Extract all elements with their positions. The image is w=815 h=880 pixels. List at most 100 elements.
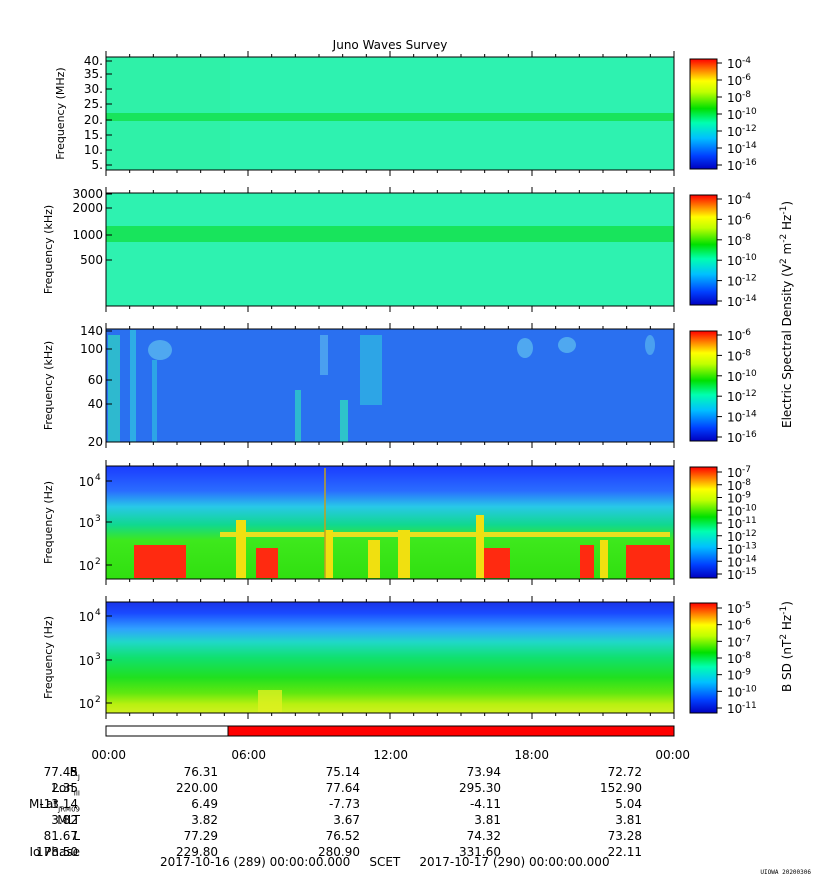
ytick-exp: 3 <box>95 652 101 662</box>
cbar-tick-label: 10 <box>727 652 742 666</box>
cbar-tick-exp: -6 <box>742 73 751 83</box>
cbar-tick-exp: -8 <box>742 348 751 358</box>
ephemeris-row: Io Phase 178.50 229.80 280.90 331.60 22.11 <box>0 845 815 861</box>
panel-3-blob-4 <box>645 335 655 355</box>
ephemeris-label: L <box>73 829 80 843</box>
ephemeris-value: 2.35 <box>51 781 78 795</box>
ephemeris-value: 73.94 <box>466 765 501 779</box>
ylabel-panel-5: Frequency (Hz) <box>42 616 55 699</box>
panel-3-burst-2 <box>130 330 136 442</box>
ephemeris-row: MLatJRM09 -13.14 6.49 -7.73 -4.11 5.04 <box>0 797 815 813</box>
ephemeris-value: 22.11 <box>607 845 642 859</box>
cbar-tick-exp: -13 <box>742 542 757 552</box>
panel-5 <box>105 601 675 714</box>
cbar-tick-label: 10 <box>727 159 742 173</box>
ytick-exp: 2 <box>95 695 101 705</box>
panel-3-blob-1 <box>148 340 172 360</box>
ytick-label: 10 <box>79 654 94 668</box>
ephemeris-label: RJ <box>69 765 80 782</box>
waves-survey-chart: Juno Waves Survey <box>42 38 794 737</box>
ephemeris-label-sub: III <box>73 789 80 798</box>
ephemeris-value: 3.82 <box>191 813 218 827</box>
ytick-label: 1000 <box>72 228 103 242</box>
cbar-tick-label: 10 <box>727 74 742 88</box>
ephemeris-value: 77.64 <box>325 781 360 795</box>
colorbar-label-magnetic: B SD (nT2 Hz-1) <box>779 601 794 692</box>
ylabel-panel-1: Frequency (MHz) <box>54 67 67 159</box>
cbar-tick-label: 10 <box>727 635 742 649</box>
status-bar-red <box>227 725 675 737</box>
ephemeris-value: 74.32 <box>466 829 501 843</box>
cbar-tick-label: 10 <box>727 193 742 207</box>
cbar-tick-label: 10 <box>727 234 742 248</box>
ephemeris-value: 76.52 <box>325 829 360 843</box>
ephemeris-value: 5.04 <box>615 797 642 811</box>
panel-3-burst-4 <box>295 390 301 442</box>
ephemeris-label: Io Phase <box>29 845 80 859</box>
cbar-tick-exp: -6 <box>742 618 751 628</box>
cbar-tick-exp: -4 <box>742 192 751 202</box>
ytick-label: 20. <box>84 113 103 127</box>
ephemeris-value: 3.81 <box>615 813 642 827</box>
panel-3-burst-6 <box>340 400 348 442</box>
cbar-tick-exp: -9 <box>742 491 751 501</box>
ephemeris-value: 73.28 <box>607 829 642 843</box>
cbar-tick-exp: -10 <box>742 253 757 263</box>
panel-4 <box>105 465 675 580</box>
ephemeris-value: 295.30 <box>459 781 501 795</box>
cbar-tick-label: 10 <box>727 568 742 582</box>
footer-end: 2017-10-17 (290) 00:00:00.000 <box>419 855 610 869</box>
cbar-tick-exp: -10 <box>742 684 757 694</box>
ephemeris-value: 3.82 <box>51 813 78 827</box>
cbar-tick-label: 10 <box>727 370 742 384</box>
ytick-label: 2000 <box>72 201 103 215</box>
cbar-tick-label: 10 <box>727 57 742 71</box>
version-stamp: UIOWA 20200306 <box>760 869 811 876</box>
ephemeris-label: LonIII <box>52 781 80 798</box>
colorbar-label-electric: Electric Spectral Density (V2 m-2 Hz-1) <box>779 201 794 428</box>
xtick-label: 18:00 <box>514 748 549 762</box>
ephemeris-label-sub: J <box>77 773 80 782</box>
ephemeris-value: 220.00 <box>176 781 218 795</box>
ephemeris-value: 331.60 <box>459 845 501 859</box>
cbar-tick-label: 10 <box>727 517 742 531</box>
ytick-exp: 4 <box>95 473 101 483</box>
cbar-tick-exp: -14 <box>742 141 757 151</box>
xtick-label: 00:00 <box>91 748 126 762</box>
ephemeris-value: 6.49 <box>191 797 218 811</box>
ytick-label: 35. <box>84 67 103 81</box>
ephemeris-value: 3.67 <box>333 813 360 827</box>
ephemeris-value: 77.29 <box>183 829 218 843</box>
ephemeris-value: -4.11 <box>469 797 501 811</box>
cbar-tick-label: 10 <box>727 492 742 506</box>
cbar-tick-label: 10 <box>727 275 742 289</box>
colorbar-1 <box>689 58 718 170</box>
cbar-tick-exp: -8 <box>742 651 751 661</box>
cbar-tick-exp: -5 <box>742 601 751 611</box>
cbar-tick-exp: -7 <box>742 465 751 475</box>
cbar-tick-exp: -10 <box>742 369 757 379</box>
panel-1-emission-band <box>106 113 674 121</box>
cbar-tick-label: 10 <box>727 685 742 699</box>
panel-4-hot-bursts <box>134 545 670 578</box>
colorbar-2 <box>689 194 718 306</box>
panel-2-emission-band <box>106 226 674 242</box>
cbar-tick-label: 10 <box>727 142 742 156</box>
cbar-tick-exp: -10 <box>742 107 757 117</box>
panel-2-spectrogram <box>106 193 674 306</box>
panel-4-warm-bursts <box>236 515 608 578</box>
cbar-tick-label: 10 <box>727 390 742 404</box>
cbar-tick-exp: -16 <box>742 430 757 440</box>
ytick-exp: 3 <box>95 514 101 524</box>
ephemeris-table: 00:00 06:00 12:00 18:00 00:00 RJ 77.45 76.… <box>0 745 815 859</box>
cbar-tick-label: 10 <box>727 543 742 557</box>
panel-4-emission-line <box>220 532 670 537</box>
ephemeris-row: MLT 3.82 3.82 3.67 3.81 3.81 <box>0 813 815 829</box>
ephemeris-value: 72.72 <box>607 765 642 779</box>
cbar-tick-exp: -8 <box>742 90 751 100</box>
footer-times: 2017-10-16 (289) 00:00:00.000 SCET 2017-… <box>160 855 610 869</box>
ytick-exp: 2 <box>95 557 101 567</box>
cbar-tick-label: 10 <box>727 479 742 493</box>
ephemeris-value: 76.31 <box>183 765 218 779</box>
cbar-tick-exp: -8 <box>742 478 751 488</box>
